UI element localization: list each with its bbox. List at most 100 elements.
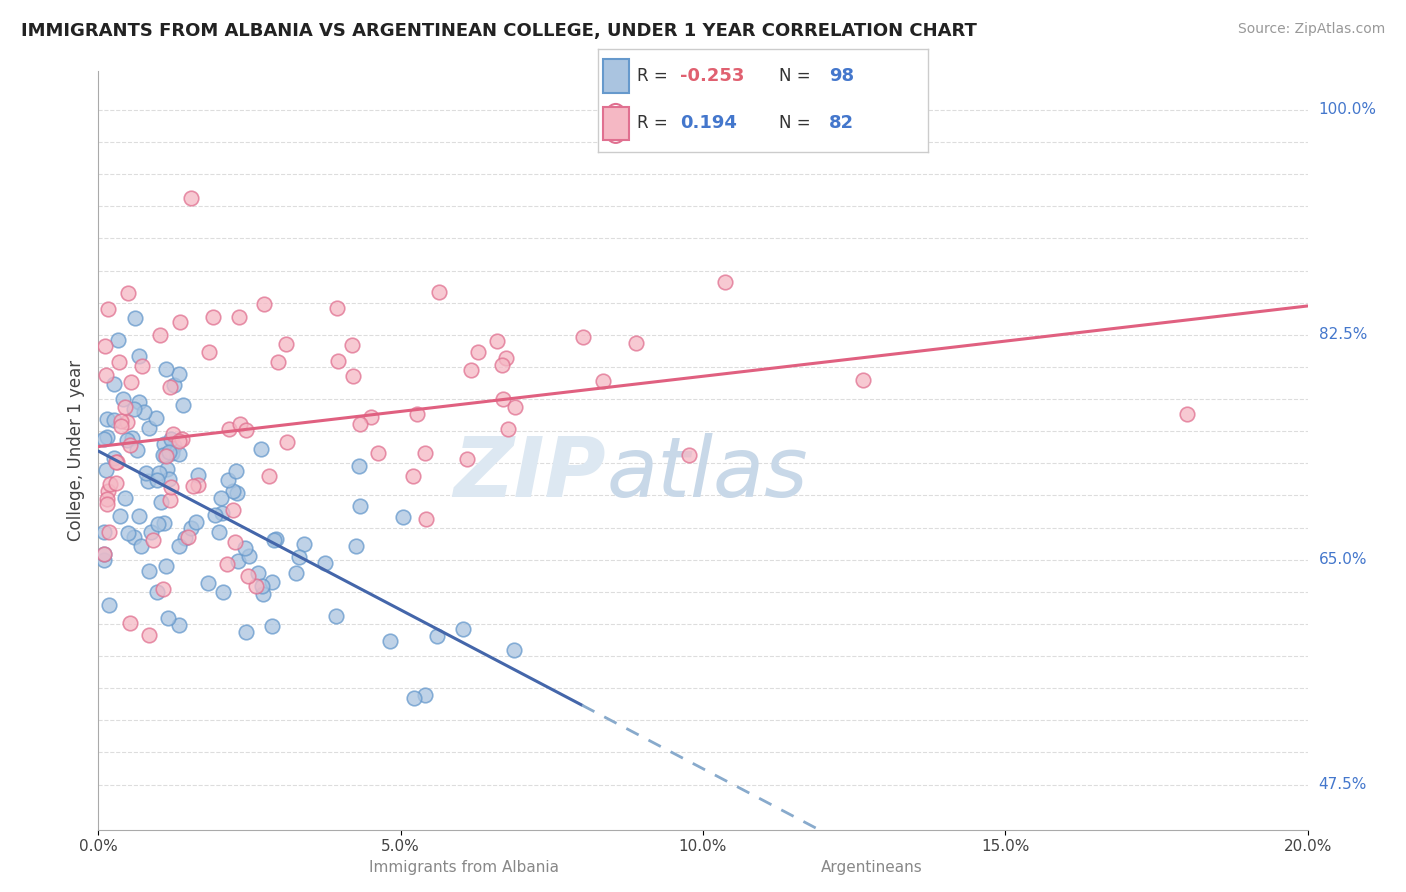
Point bbox=[117, 285, 139, 300]
Point bbox=[159, 493, 181, 508]
Point bbox=[503, 400, 526, 414]
Point bbox=[114, 400, 136, 414]
Point bbox=[491, 358, 513, 372]
Point bbox=[235, 625, 257, 640]
Point bbox=[145, 473, 167, 487]
Point bbox=[225, 464, 247, 478]
Point bbox=[96, 368, 118, 383]
Point bbox=[378, 633, 401, 648]
Point bbox=[96, 412, 118, 426]
Point bbox=[149, 327, 172, 342]
Point bbox=[267, 355, 290, 369]
Point bbox=[136, 475, 159, 489]
Point bbox=[413, 689, 436, 703]
Point bbox=[264, 533, 287, 547]
Point bbox=[93, 432, 115, 446]
Point bbox=[103, 451, 125, 466]
Text: 100.0%: 100.0% bbox=[1319, 103, 1376, 118]
Point bbox=[572, 330, 595, 344]
Point bbox=[349, 499, 371, 513]
Text: IMMIGRANTS FROM ALBANIA VS ARGENTINEAN COLLEGE, UNDER 1 YEAR CORRELATION CHART: IMMIGRANTS FROM ALBANIA VS ARGENTINEAN C… bbox=[21, 22, 977, 40]
Point bbox=[225, 485, 247, 500]
Point bbox=[1175, 407, 1198, 421]
Point bbox=[142, 533, 165, 548]
Text: atlas: atlas bbox=[606, 433, 808, 514]
Point bbox=[153, 516, 176, 530]
Point bbox=[112, 392, 135, 406]
Point bbox=[96, 497, 118, 511]
Point bbox=[157, 471, 180, 485]
Y-axis label: College, Under 1 year: College, Under 1 year bbox=[66, 359, 84, 541]
Point bbox=[260, 619, 283, 633]
Point bbox=[624, 335, 647, 350]
Point bbox=[105, 454, 128, 468]
Point bbox=[235, 541, 257, 555]
Point bbox=[852, 373, 875, 387]
Point bbox=[211, 507, 233, 521]
Text: 98: 98 bbox=[830, 67, 853, 86]
Point bbox=[342, 337, 364, 351]
Point bbox=[107, 354, 129, 368]
Point bbox=[236, 568, 259, 582]
Point bbox=[155, 362, 177, 376]
Point bbox=[135, 466, 157, 480]
Point bbox=[212, 585, 235, 599]
Point bbox=[204, 508, 226, 522]
Text: R =: R = bbox=[637, 114, 668, 132]
Point bbox=[98, 524, 121, 539]
Point bbox=[152, 582, 174, 596]
Point bbox=[198, 345, 221, 359]
Point bbox=[146, 516, 169, 531]
Point bbox=[274, 337, 297, 351]
Point bbox=[97, 301, 120, 316]
Point bbox=[187, 478, 209, 492]
Point bbox=[235, 423, 257, 437]
Point bbox=[115, 434, 138, 448]
Point bbox=[169, 315, 191, 329]
Point bbox=[172, 432, 194, 446]
Point bbox=[107, 333, 129, 347]
Point bbox=[145, 411, 167, 425]
Point bbox=[208, 524, 231, 539]
Text: Immigrants from Albania: Immigrants from Albania bbox=[368, 861, 560, 875]
Point bbox=[326, 354, 349, 368]
Text: ZIP: ZIP bbox=[454, 433, 606, 514]
Point bbox=[128, 508, 150, 523]
Point bbox=[467, 345, 489, 359]
Point bbox=[344, 539, 367, 553]
Point bbox=[138, 421, 160, 435]
Point bbox=[592, 374, 614, 388]
Point bbox=[245, 579, 267, 593]
Point bbox=[404, 690, 426, 705]
Point bbox=[156, 611, 179, 625]
Point bbox=[202, 310, 225, 324]
Point bbox=[139, 524, 162, 539]
Point bbox=[224, 535, 246, 549]
Point bbox=[114, 491, 136, 505]
Point bbox=[134, 405, 156, 419]
Point bbox=[110, 414, 132, 428]
Bar bbox=[603, 60, 628, 93]
Text: N =: N = bbox=[779, 67, 811, 86]
Point bbox=[226, 554, 249, 568]
Point bbox=[406, 407, 429, 421]
Text: 82.5%: 82.5% bbox=[1319, 327, 1367, 343]
Point bbox=[93, 525, 115, 540]
Point bbox=[96, 492, 118, 507]
Point bbox=[174, 531, 197, 545]
Point bbox=[93, 547, 115, 561]
Point bbox=[367, 446, 389, 460]
Point bbox=[180, 521, 202, 535]
Text: 0.194: 0.194 bbox=[681, 114, 737, 132]
Point bbox=[152, 449, 174, 463]
Point bbox=[181, 478, 204, 492]
Circle shape bbox=[603, 104, 628, 143]
Point bbox=[413, 446, 436, 460]
Point bbox=[167, 447, 190, 461]
Point bbox=[492, 392, 515, 407]
Point bbox=[392, 510, 415, 524]
Point bbox=[222, 483, 245, 498]
Point bbox=[103, 413, 125, 427]
Point bbox=[122, 530, 145, 544]
Point bbox=[162, 427, 184, 442]
